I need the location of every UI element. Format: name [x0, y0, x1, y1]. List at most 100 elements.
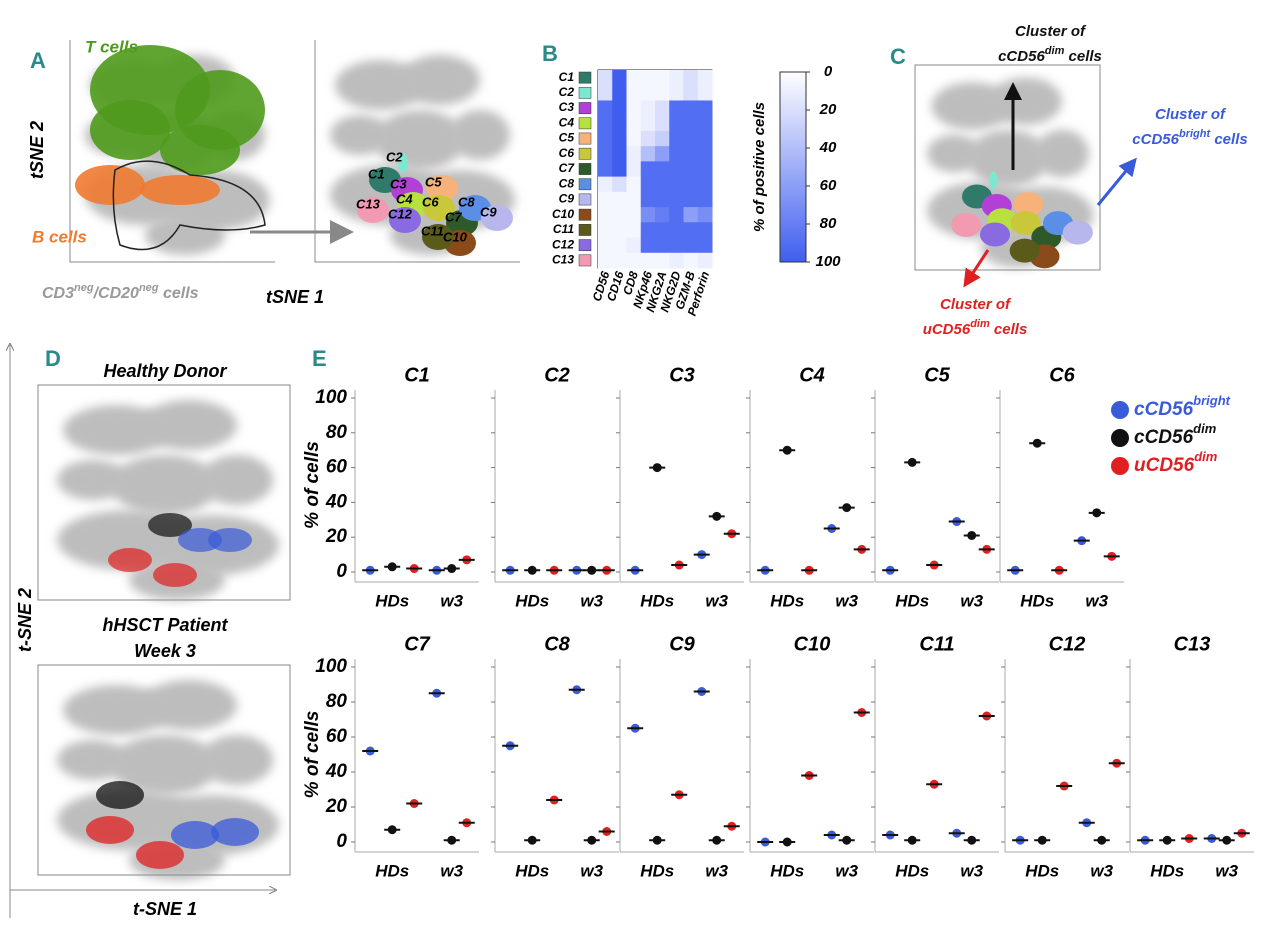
heat-cell: [655, 252, 670, 269]
tsne-cloud: [967, 129, 1049, 187]
chart-title: C11: [919, 633, 954, 655]
heat-cell: [669, 161, 684, 178]
row-label: C9: [559, 192, 575, 206]
row-swatch: [578, 224, 592, 236]
tsne-cloud: [201, 735, 273, 785]
heat-cell: [683, 100, 699, 117]
overlay: [211, 818, 259, 846]
heat-cell: [697, 222, 713, 239]
y-tick-label: 60: [326, 457, 348, 478]
heat-cell: [697, 130, 713, 147]
heat-cell: [598, 176, 613, 193]
y-tick-label: 100: [315, 656, 347, 677]
heat-cell: [683, 130, 699, 147]
heat-cell: [640, 237, 656, 254]
tsne-cloud: [450, 110, 510, 160]
cluster-patch: [1013, 192, 1044, 217]
colorbar-tick-label: 40: [819, 139, 837, 156]
heat-cell: [683, 85, 699, 101]
overlay: [208, 528, 252, 552]
heat-cell: [683, 222, 699, 239]
tsne-cloud: [111, 455, 219, 515]
heat-cell: [640, 252, 656, 269]
tsne-backgrounds: [57, 45, 1094, 880]
row-label: C3: [559, 100, 575, 114]
x-axis-label: t-SNE 1: [133, 899, 197, 919]
cluster-patch: [423, 195, 455, 221]
heat-cell: [598, 237, 613, 254]
x-tick-label: w3: [1085, 591, 1108, 610]
heat-cell: [598, 85, 613, 101]
y-tick-label: 0: [336, 561, 347, 582]
annotation-part: dim: [1045, 45, 1065, 57]
annotation-part: cells: [990, 321, 1028, 338]
annotation-part: cells: [1064, 48, 1102, 65]
x-tick-label: HDs: [1150, 861, 1184, 880]
heat-cell: [669, 176, 684, 193]
heat-cell: [598, 161, 613, 178]
cluster-patch: [1009, 238, 1040, 263]
legend-label: uCD56dim: [1134, 449, 1218, 476]
x-tick-label: HDs: [640, 861, 674, 880]
heat-cell: [683, 191, 699, 208]
cluster-patch: [481, 205, 513, 231]
cluster-label: C8: [458, 194, 475, 209]
heat-cell: [655, 191, 670, 208]
tsne-cloud: [1035, 129, 1089, 178]
overlay: [148, 513, 192, 537]
x-axis-label: tSNE 1: [266, 287, 324, 307]
annotation-part: cCD56: [1132, 131, 1179, 148]
y-axis-label: % of cells: [302, 441, 323, 529]
heat-cell: [669, 237, 684, 254]
heat-cell: [612, 100, 627, 117]
legend-name: cCD56: [1134, 427, 1194, 448]
legend-label: cCD56dim: [1134, 421, 1217, 448]
cluster-label: C9: [480, 204, 497, 219]
y-axis-label: t-SNE 2: [15, 588, 35, 652]
colorbar-tick-label: 80: [820, 215, 837, 232]
chart-title: C13: [1174, 633, 1211, 655]
b-cell-cloud: [140, 175, 220, 205]
x-tick-label: w3: [580, 861, 603, 880]
b-cell-cloud: [75, 165, 145, 205]
heat-cell: [669, 115, 684, 132]
annotation: cCD56bright cells: [1132, 128, 1247, 148]
heat-cell: [697, 237, 713, 254]
panel-title: Week 3: [134, 641, 196, 661]
subset-part: /CD20: [93, 285, 139, 302]
heat-cell: [640, 85, 656, 101]
cluster-label: C6: [422, 194, 439, 209]
chart-title: C12: [1049, 633, 1086, 655]
heat-cell: [626, 191, 642, 208]
heat-cell: [626, 70, 642, 86]
heat-cell: [683, 207, 699, 223]
tsne-cloud: [145, 215, 225, 255]
heat-cell: [640, 222, 656, 239]
heat-cell: [669, 130, 684, 147]
heat-cell: [626, 222, 642, 239]
heat-cell: [683, 252, 699, 269]
heat-cell: [612, 115, 627, 132]
y-tick-label: 60: [326, 726, 348, 747]
chart-title: C3: [669, 364, 695, 386]
chart-title: C2: [544, 364, 570, 386]
heat-cell: [640, 100, 656, 117]
heat-cell: [598, 191, 613, 208]
panel-letter: A: [30, 48, 46, 73]
heat-cell: [655, 146, 670, 162]
row-swatch: [578, 239, 592, 252]
y-tick-label: 80: [326, 422, 348, 443]
tsne-cloud: [57, 460, 129, 500]
annotation: Cluster of: [940, 296, 1012, 313]
heat-cell: [598, 100, 613, 117]
y-tick-label: 80: [326, 691, 348, 712]
x-tick-label: w3: [440, 861, 463, 880]
heat-cell: [655, 176, 670, 193]
row-label: C4: [559, 115, 575, 129]
t-cells-label: T cells: [85, 37, 138, 56]
annotation: cCD56dim cells: [998, 45, 1102, 65]
row-label: C12: [552, 237, 574, 251]
panel-title: Healthy Donor: [103, 361, 227, 381]
cluster-label: C12: [388, 206, 413, 221]
